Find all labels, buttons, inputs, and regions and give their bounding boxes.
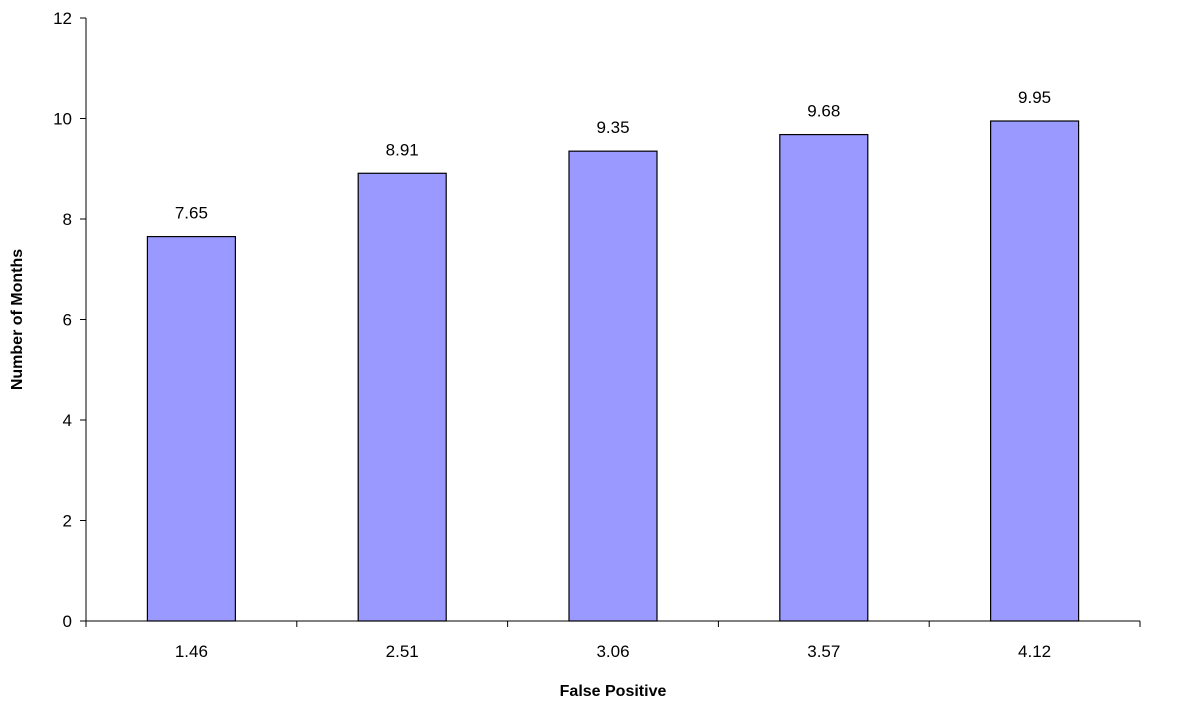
data-label: 7.65 [175, 204, 208, 223]
y-tick-label: 0 [63, 612, 72, 631]
bar [989, 120, 1080, 622]
x-tick-label: 3.06 [596, 642, 629, 661]
x-axis-ticks: 1.46 2.51 3.06 3.57 4.12 [85, 621, 1141, 661]
y-tick-label: 4 [63, 411, 72, 430]
bar [568, 150, 658, 622]
y-tick-label: 2 [63, 512, 72, 531]
x-tick-label: 1.46 [175, 642, 208, 661]
data-label: 9.35 [596, 118, 629, 137]
x-axis-title: False Positive [560, 683, 667, 700]
y-tick-label: 8 [63, 210, 72, 229]
bar [779, 133, 869, 622]
y-axis-ticks: 0 2 4 6 8 10 12 [53, 9, 86, 631]
bar [357, 172, 447, 622]
y-tick-label: 6 [63, 311, 72, 330]
x-tick-label: 3.57 [807, 642, 840, 661]
bar [146, 235, 236, 622]
y-tick-label: 10 [53, 110, 72, 129]
y-axis-title: Number of Months [9, 249, 26, 390]
data-label: 8.91 [386, 140, 419, 159]
x-tick-label: 4.12 [1018, 642, 1051, 661]
data-labels: 7.65 8.91 9.35 9.68 9.95 [175, 88, 1051, 223]
x-tick-label: 2.51 [386, 642, 419, 661]
y-tick-label: 12 [53, 9, 72, 28]
data-label: 9.95 [1018, 88, 1051, 107]
bars [146, 120, 1080, 622]
data-label: 9.68 [807, 102, 840, 121]
